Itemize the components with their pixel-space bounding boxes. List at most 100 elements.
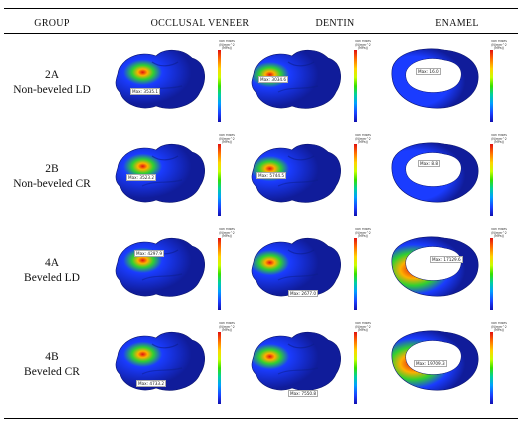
legend-color-bar bbox=[490, 50, 493, 122]
max-stress-label: Max: 8.8 bbox=[418, 160, 441, 167]
enamel-stress-cell: von Mises (N/mm^2 (MPa)) Max: 16.0 bbox=[384, 40, 508, 128]
max-stress-label: Max: 16.0 bbox=[416, 68, 441, 75]
legend-title: von Mises bbox=[355, 228, 371, 231]
max-stress-label: Max: 19709.3 bbox=[414, 360, 447, 367]
veneer-model bbox=[115, 331, 205, 391]
legend-units: (N/mm^2 (MPa)) bbox=[355, 136, 371, 145]
legend-color-bar bbox=[354, 332, 357, 404]
stress-legend: von Mises (N/mm^2 (MPa)) bbox=[352, 134, 372, 222]
dentin-stress-cell: von Mises (N/mm^2 (MPa)) Max: 5744.5 bbox=[248, 134, 372, 222]
enamel-model bbox=[391, 48, 479, 109]
legend-title: von Mises bbox=[491, 322, 507, 325]
group-code: 2B bbox=[45, 163, 59, 175]
legend-title: von Mises bbox=[219, 228, 235, 231]
legend-units: (N/mm^2 (MPa)) bbox=[355, 324, 371, 333]
group-code: 4B bbox=[45, 351, 59, 363]
legend-title: von Mises bbox=[355, 134, 371, 137]
group-label: 2A Non-beveled LD bbox=[6, 68, 98, 98]
legend-units: (N/mm^2 (MPa)) bbox=[491, 230, 507, 239]
dentin-model bbox=[251, 143, 341, 203]
legend-title: von Mises bbox=[219, 134, 235, 137]
max-stress-label: Max: 3535.1 bbox=[130, 88, 161, 95]
group-description: Non-beveled LD bbox=[13, 84, 91, 96]
legend-color-bar bbox=[354, 238, 357, 310]
max-stress-label: Max: 2677.0 bbox=[288, 290, 319, 297]
enamel-model bbox=[391, 142, 479, 203]
group-label: 4A Beveled LD bbox=[6, 256, 98, 286]
legend-color-bar bbox=[218, 144, 221, 216]
header-group: GROUP bbox=[34, 18, 70, 29]
legend-color-bar bbox=[218, 332, 221, 404]
legend-units: (N/mm^2 (MPa)) bbox=[219, 42, 235, 51]
stress-legend: von Mises (N/mm^2 (MPa)) bbox=[488, 228, 508, 316]
legend-color-bar bbox=[218, 238, 221, 310]
veneer-stress-cell: von Mises (N/mm^2 (MPa)) Max: 3523.2 bbox=[112, 134, 236, 222]
legend-units: (N/mm^2 (MPa)) bbox=[491, 136, 507, 145]
dentin-stress-cell: von Mises (N/mm^2 (MPa)) Max: 2677.0 bbox=[248, 228, 372, 316]
legend-color-bar bbox=[218, 50, 221, 122]
veneer-model bbox=[115, 237, 205, 297]
dentin-model bbox=[251, 49, 341, 109]
max-stress-label: Max: 4733.2 bbox=[136, 380, 167, 387]
group-code: 2A bbox=[44, 69, 60, 81]
legend-color-bar bbox=[354, 50, 357, 122]
legend-title: von Mises bbox=[491, 228, 507, 231]
header-occlusal-veneer: OCCLUSAL VENEER bbox=[150, 18, 250, 29]
header-enamel: ENAMEL bbox=[435, 18, 479, 29]
veneer-model bbox=[115, 143, 205, 203]
group-label: 4B Beveled CR bbox=[6, 350, 98, 380]
veneer-stress-cell: von Mises (N/mm^2 (MPa)) Max: 4733.2 bbox=[112, 322, 236, 410]
dentin-stress-cell: von Mises (N/mm^2 (MPa)) Max: 3034.6 bbox=[248, 40, 372, 128]
group-description: Beveled CR bbox=[24, 366, 80, 378]
stress-legend: von Mises (N/mm^2 (MPa)) bbox=[216, 40, 236, 128]
veneer-model bbox=[115, 49, 205, 109]
enamel-stress-cell: von Mises (N/mm^2 (MPa)) Max: 17129.6 bbox=[384, 228, 508, 316]
max-stress-label: Max: 3034.6 bbox=[258, 76, 289, 83]
legend-color-bar bbox=[490, 144, 493, 216]
dentin-model bbox=[251, 331, 341, 391]
group-label: 2B Non-beveled CR bbox=[6, 162, 98, 192]
stress-legend: von Mises (N/mm^2 (MPa)) bbox=[216, 322, 236, 410]
stress-legend: von Mises (N/mm^2 (MPa)) bbox=[488, 134, 508, 222]
stress-legend: von Mises (N/mm^2 (MPa)) bbox=[352, 228, 372, 316]
bottom-rule bbox=[4, 418, 518, 419]
legend-color-bar bbox=[354, 144, 357, 216]
header-dentin: DENTIN bbox=[315, 18, 355, 29]
stress-legend: von Mises (N/mm^2 (MPa)) bbox=[352, 40, 372, 128]
veneer-stress-cell: von Mises (N/mm^2 (MPa)) Max: 3535.1 bbox=[112, 40, 236, 128]
max-stress-label: Max: 4297.9 bbox=[134, 250, 165, 257]
enamel-stress-cell: von Mises (N/mm^2 (MPa)) Max: 19709.3 bbox=[384, 322, 508, 410]
legend-title: von Mises bbox=[219, 40, 235, 43]
top-rule bbox=[4, 8, 518, 9]
legend-title: von Mises bbox=[355, 322, 371, 325]
legend-color-bar bbox=[490, 238, 493, 310]
group-code: 4A bbox=[44, 257, 60, 269]
legend-title: von Mises bbox=[491, 134, 507, 137]
header-rule bbox=[4, 33, 518, 34]
dentin-model bbox=[251, 237, 341, 297]
legend-color-bar bbox=[490, 332, 493, 404]
group-description: Non-beveled CR bbox=[13, 178, 91, 190]
legend-units: (N/mm^2 (MPa)) bbox=[491, 324, 507, 333]
stress-legend: von Mises (N/mm^2 (MPa)) bbox=[488, 322, 508, 410]
veneer-stress-cell: von Mises (N/mm^2 (MPa)) Max: 4297.9 bbox=[112, 228, 236, 316]
legend-units: (N/mm^2 (MPa)) bbox=[355, 230, 371, 239]
legend-title: von Mises bbox=[219, 322, 235, 325]
stress-legend: von Mises (N/mm^2 (MPa)) bbox=[352, 322, 372, 410]
group-description: Beveled LD bbox=[24, 272, 80, 284]
max-stress-label: Max: 5744.5 bbox=[256, 172, 287, 179]
enamel-stress-cell: von Mises (N/mm^2 (MPa)) Max: 8.8 bbox=[384, 134, 508, 222]
legend-units: (N/mm^2 (MPa)) bbox=[219, 324, 235, 333]
max-stress-label: Max: 17129.6 bbox=[430, 256, 463, 263]
legend-units: (N/mm^2 (MPa)) bbox=[355, 42, 371, 51]
legend-title: von Mises bbox=[491, 40, 507, 43]
legend-units: (N/mm^2 (MPa)) bbox=[491, 42, 507, 51]
stress-legend: von Mises (N/mm^2 (MPa)) bbox=[488, 40, 508, 128]
dentin-stress-cell: von Mises (N/mm^2 (MPa)) Max: 7550.8 bbox=[248, 322, 372, 410]
legend-units: (N/mm^2 (MPa)) bbox=[219, 136, 235, 145]
legend-title: von Mises bbox=[355, 40, 371, 43]
max-stress-label: Max: 7550.8 bbox=[288, 390, 319, 397]
legend-units: (N/mm^2 (MPa)) bbox=[219, 230, 235, 239]
max-stress-label: Max: 3523.2 bbox=[126, 174, 157, 181]
stress-legend: von Mises (N/mm^2 (MPa)) bbox=[216, 228, 236, 316]
